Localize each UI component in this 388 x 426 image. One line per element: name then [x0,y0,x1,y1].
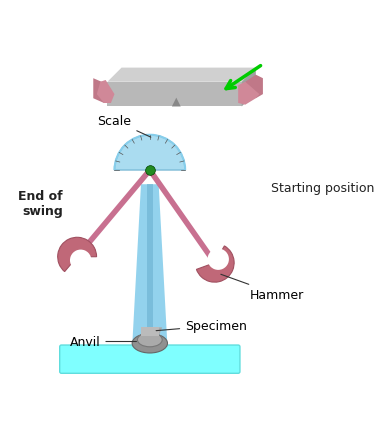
Polygon shape [238,83,260,106]
Polygon shape [93,79,111,104]
Ellipse shape [132,334,168,353]
Polygon shape [242,69,256,107]
Polygon shape [141,328,159,337]
Text: Starting position: Starting position [271,181,374,194]
Polygon shape [107,69,256,83]
Wedge shape [196,246,234,282]
Text: Scale: Scale [97,115,151,138]
Polygon shape [245,75,263,99]
Wedge shape [70,250,91,271]
Polygon shape [147,185,152,347]
Text: End of
swing: End of swing [18,190,63,217]
Wedge shape [208,249,229,270]
FancyBboxPatch shape [60,345,240,374]
Wedge shape [114,135,185,171]
Polygon shape [132,185,168,347]
Polygon shape [97,81,114,104]
Wedge shape [58,238,97,272]
Polygon shape [141,328,162,337]
Polygon shape [107,83,242,107]
Text: Hammer: Hammer [221,275,304,301]
Text: Specimen: Specimen [156,320,247,332]
Ellipse shape [137,333,162,347]
Text: Anvil: Anvil [69,335,137,348]
Polygon shape [172,98,181,107]
